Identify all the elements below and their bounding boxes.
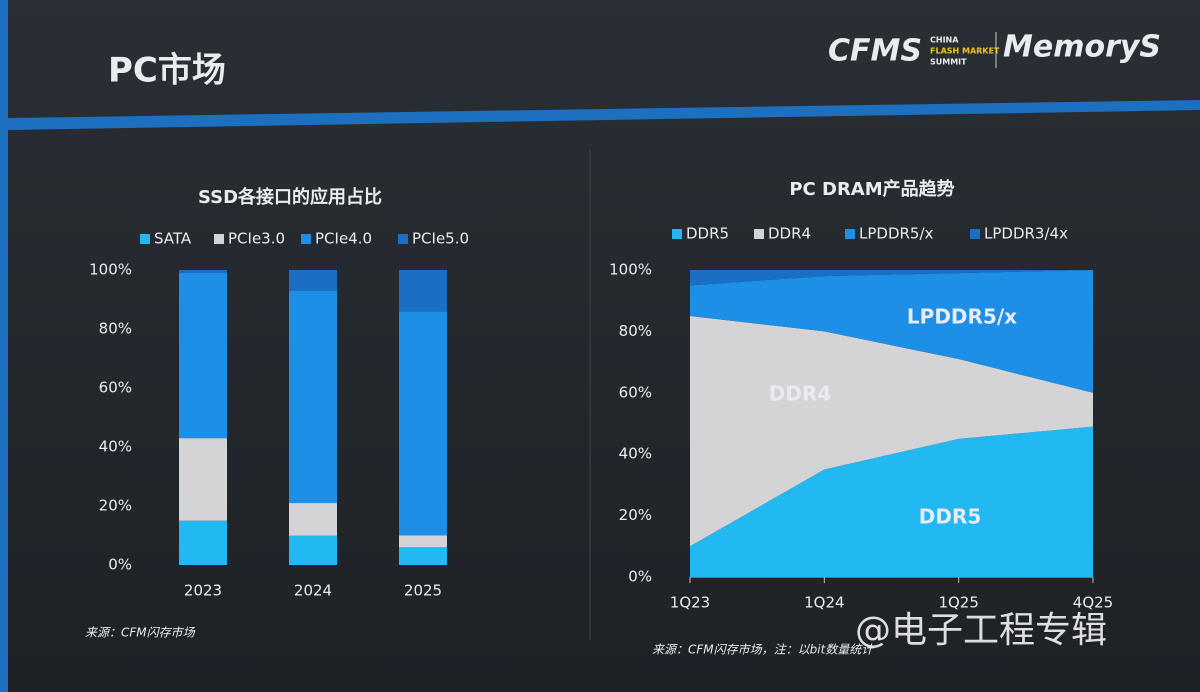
chart-title: SSD各接口的应用占比: [198, 186, 382, 208]
x-tick-label: 4Q25: [1073, 594, 1113, 612]
x-tick-label: 1Q25: [938, 594, 978, 612]
x-tick-label: 1Q24: [804, 594, 844, 612]
legend-swatch: [140, 234, 150, 244]
legend-swatch: [214, 234, 224, 244]
area: [690, 426, 1093, 577]
bar-segment: [179, 272, 227, 439]
legend-label: PCIe4.0: [315, 230, 372, 248]
bar-segment: [179, 438, 227, 521]
y-tick-label: 60%: [99, 379, 132, 397]
x-tick-label: 2024: [294, 582, 332, 600]
legend-swatch: [301, 234, 311, 244]
area: [690, 270, 1093, 286]
area-label: DDR5: [919, 505, 982, 529]
bar-segment: [289, 535, 337, 565]
title-rule: [8, 100, 1200, 130]
y-tick-label: 60%: [619, 383, 652, 401]
source-note: 来源：CFM闪存市场: [85, 626, 196, 640]
source-note: 来源：CFM闪存市场，注：以bit数量统计: [652, 643, 875, 657]
x-tick-label: 2023: [184, 582, 222, 600]
legend-swatch: [672, 229, 682, 239]
slide-title: PC市场: [108, 51, 226, 91]
y-tick-label: 100%: [609, 261, 652, 279]
area: [690, 316, 1093, 547]
bar-segment: [399, 547, 447, 565]
y-tick-label: 40%: [619, 445, 652, 463]
legend-swatch: [754, 229, 764, 239]
area: [690, 270, 1093, 393]
logo-mark: CFMS: [828, 34, 922, 69]
bar-segment: [289, 290, 337, 504]
area-label: DDR4: [769, 382, 832, 406]
bar-segment: [289, 503, 337, 536]
legend-label: LPDDR5/x: [859, 225, 934, 243]
legend-label: LPDDR3/4x: [984, 225, 1068, 243]
logo-brand: MemoryS: [1003, 30, 1161, 65]
watermark: @电子工程专辑: [855, 610, 1107, 651]
y-tick-label: 0%: [108, 556, 132, 574]
bar-segment: [399, 311, 447, 536]
bar-segment: [289, 270, 337, 291]
bar-segment: [179, 520, 227, 565]
y-tick-label: 40%: [99, 438, 132, 456]
y-tick-label: 20%: [99, 497, 132, 515]
y-tick-label: 100%: [89, 261, 132, 279]
y-tick-label: 80%: [99, 320, 132, 338]
chart-title: PC DRAM产品趋势: [789, 178, 954, 200]
legend-swatch: [970, 229, 980, 239]
legend-label: SATA: [154, 230, 192, 248]
x-tick-label: 1Q23: [670, 594, 710, 612]
legend-label: DDR4: [768, 225, 811, 243]
legend-label: PCIe5.0: [412, 230, 469, 248]
slide-edge: [0, 0, 8, 692]
area-label: LPDDR5/x: [907, 305, 1017, 329]
bar-segment: [399, 535, 447, 548]
legend-label: DDR5: [686, 225, 729, 243]
bar-segment: [179, 270, 227, 273]
x-tick-label: 2025: [404, 582, 442, 600]
y-tick-label: 0%: [628, 568, 652, 586]
logo-line: SUMMIT: [930, 58, 967, 67]
legend-swatch: [398, 234, 408, 244]
legend-swatch: [845, 229, 855, 239]
legend-label: PCIe3.0: [228, 230, 285, 248]
y-tick-label: 80%: [619, 322, 652, 340]
y-tick-label: 20%: [619, 506, 652, 524]
logo-line: FLASH MARKET: [930, 47, 1000, 56]
bar-segment: [399, 270, 447, 312]
logo-line: CHINA: [930, 36, 959, 45]
